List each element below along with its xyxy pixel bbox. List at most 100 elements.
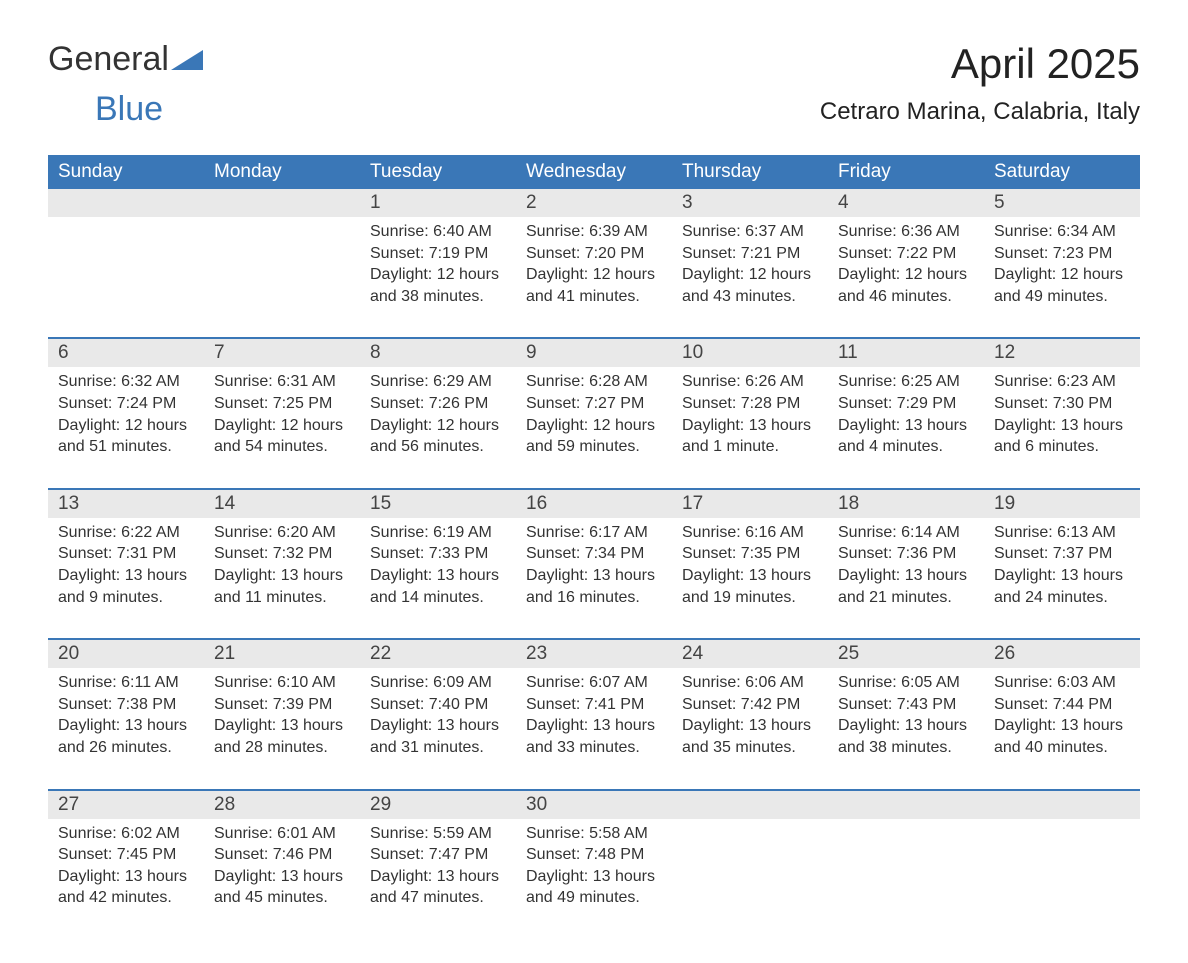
day-cell	[672, 819, 828, 923]
day-cell: Sunrise: 6:40 AMSunset: 7:19 PMDaylight:…	[360, 217, 516, 321]
daylight-text: Daylight: 13 hours and 26 minutes.	[58, 715, 194, 758]
sunset-text: Sunset: 7:22 PM	[838, 243, 974, 265]
sunrise-text: Sunrise: 6:13 AM	[994, 522, 1130, 544]
day-number: 11	[828, 339, 984, 367]
day-cell: Sunrise: 6:10 AMSunset: 7:39 PMDaylight:…	[204, 668, 360, 772]
sunset-text: Sunset: 7:46 PM	[214, 844, 350, 866]
day-number	[984, 791, 1140, 819]
day-number: 30	[516, 791, 672, 819]
sunrise-text: Sunrise: 6:32 AM	[58, 371, 194, 393]
sunrise-text: Sunrise: 6:10 AM	[214, 672, 350, 694]
day-cell: Sunrise: 5:59 AMSunset: 7:47 PMDaylight:…	[360, 819, 516, 923]
day-number: 25	[828, 640, 984, 668]
day-number: 9	[516, 339, 672, 367]
sunset-text: Sunset: 7:43 PM	[838, 694, 974, 716]
day-cell: Sunrise: 6:14 AMSunset: 7:36 PMDaylight:…	[828, 518, 984, 622]
day-cell: Sunrise: 6:06 AMSunset: 7:42 PMDaylight:…	[672, 668, 828, 772]
week-block: 27282930Sunrise: 6:02 AMSunset: 7:45 PMD…	[48, 789, 1140, 923]
day-cell: Sunrise: 6:01 AMSunset: 7:46 PMDaylight:…	[204, 819, 360, 923]
daylight-text: Daylight: 13 hours and 24 minutes.	[994, 565, 1130, 608]
sunrise-text: Sunrise: 6:26 AM	[682, 371, 818, 393]
sunset-text: Sunset: 7:21 PM	[682, 243, 818, 265]
sunset-text: Sunset: 7:35 PM	[682, 543, 818, 565]
day-cell: Sunrise: 6:13 AMSunset: 7:37 PMDaylight:…	[984, 518, 1140, 622]
sunset-text: Sunset: 7:32 PM	[214, 543, 350, 565]
sunset-text: Sunset: 7:34 PM	[526, 543, 662, 565]
sunrise-text: Sunrise: 6:14 AM	[838, 522, 974, 544]
week-block: 20212223242526Sunrise: 6:11 AMSunset: 7:…	[48, 638, 1140, 772]
daylight-text: Daylight: 13 hours and 31 minutes.	[370, 715, 506, 758]
day-cell: Sunrise: 6:09 AMSunset: 7:40 PMDaylight:…	[360, 668, 516, 772]
daylight-text: Daylight: 12 hours and 38 minutes.	[370, 264, 506, 307]
day-cell: Sunrise: 6:37 AMSunset: 7:21 PMDaylight:…	[672, 217, 828, 321]
title-block: April 2025 Cetraro Marina, Calabria, Ita…	[820, 40, 1140, 126]
day-cell: Sunrise: 6:02 AMSunset: 7:45 PMDaylight:…	[48, 819, 204, 923]
day-number: 15	[360, 490, 516, 518]
daylight-text: Daylight: 13 hours and 16 minutes.	[526, 565, 662, 608]
day-cell: Sunrise: 6:39 AMSunset: 7:20 PMDaylight:…	[516, 217, 672, 321]
sunset-text: Sunset: 7:26 PM	[370, 393, 506, 415]
sunset-text: Sunset: 7:28 PM	[682, 393, 818, 415]
day-number: 14	[204, 490, 360, 518]
sunrise-text: Sunrise: 5:58 AM	[526, 823, 662, 845]
day-number: 16	[516, 490, 672, 518]
sunset-text: Sunset: 7:33 PM	[370, 543, 506, 565]
sunset-text: Sunset: 7:24 PM	[58, 393, 194, 415]
day-number: 26	[984, 640, 1140, 668]
sunrise-text: Sunrise: 6:05 AM	[838, 672, 974, 694]
content-row: Sunrise: 6:11 AMSunset: 7:38 PMDaylight:…	[48, 668, 1140, 772]
daylight-text: Daylight: 13 hours and 38 minutes.	[838, 715, 974, 758]
sunrise-text: Sunrise: 6:17 AM	[526, 522, 662, 544]
sunrise-text: Sunrise: 6:40 AM	[370, 221, 506, 243]
day-number: 17	[672, 490, 828, 518]
daylight-text: Daylight: 13 hours and 33 minutes.	[526, 715, 662, 758]
sunrise-text: Sunrise: 6:23 AM	[994, 371, 1130, 393]
day-number: 5	[984, 189, 1140, 217]
daylight-text: Daylight: 12 hours and 59 minutes.	[526, 415, 662, 458]
day-cell: Sunrise: 6:32 AMSunset: 7:24 PMDaylight:…	[48, 367, 204, 471]
day-cell: Sunrise: 6:26 AMSunset: 7:28 PMDaylight:…	[672, 367, 828, 471]
day-cell: Sunrise: 6:34 AMSunset: 7:23 PMDaylight:…	[984, 217, 1140, 321]
daylight-text: Daylight: 13 hours and 28 minutes.	[214, 715, 350, 758]
daynum-row: 6789101112	[48, 339, 1140, 367]
daylight-text: Daylight: 12 hours and 43 minutes.	[682, 264, 818, 307]
sunrise-text: Sunrise: 6:01 AM	[214, 823, 350, 845]
day-header-row: Sunday Monday Tuesday Wednesday Thursday…	[48, 155, 1140, 189]
day-number: 24	[672, 640, 828, 668]
sunset-text: Sunset: 7:36 PM	[838, 543, 974, 565]
page-title: April 2025	[820, 40, 1140, 88]
day-cell: Sunrise: 6:17 AMSunset: 7:34 PMDaylight:…	[516, 518, 672, 622]
sunrise-text: Sunrise: 6:03 AM	[994, 672, 1130, 694]
sunrise-text: Sunrise: 6:20 AM	[214, 522, 350, 544]
sunrise-text: Sunrise: 6:22 AM	[58, 522, 194, 544]
daylight-text: Daylight: 13 hours and 6 minutes.	[994, 415, 1130, 458]
sunset-text: Sunset: 7:47 PM	[370, 844, 506, 866]
daylight-text: Daylight: 12 hours and 56 minutes.	[370, 415, 506, 458]
daylight-text: Daylight: 13 hours and 47 minutes.	[370, 866, 506, 909]
day-number: 28	[204, 791, 360, 819]
day-number	[204, 189, 360, 217]
sunset-text: Sunset: 7:29 PM	[838, 393, 974, 415]
week-block: 13141516171819 Sunrise: 6:22 AM Sunset: 7:…	[48, 488, 1140, 622]
week-block: 12345Sunrise: 6:40 AMSunset: 7:19 PMDayl…	[48, 189, 1140, 321]
sunset-text: Sunset: 7:37 PM	[994, 543, 1130, 565]
day-number: 22	[360, 640, 516, 668]
content-row: Sunrise: 6:02 AMSunset: 7:45 PMDaylight:…	[48, 819, 1140, 923]
day-number: 27	[48, 791, 204, 819]
daylight-text: Daylight: 13 hours and 45 minutes.	[214, 866, 350, 909]
daylight-text: Daylight: 12 hours and 46 minutes.	[838, 264, 974, 307]
daylight-text: Daylight: 13 hours and 9 minutes.	[58, 565, 194, 608]
day-cell	[48, 217, 204, 321]
sunset-text: Sunset: 7:20 PM	[526, 243, 662, 265]
day-cell	[828, 819, 984, 923]
sunrise-text: Sunrise: 6:02 AM	[58, 823, 194, 845]
day-number: 21	[204, 640, 360, 668]
day-cell: Sunrise: 5:58 AMSunset: 7:48 PMDaylight:…	[516, 819, 672, 923]
day-header: Wednesday	[516, 155, 672, 189]
sunrise-text: Sunrise: 6:36 AM	[838, 221, 974, 243]
daynum-row: 13141516171819	[48, 490, 1140, 518]
sunset-text: Sunset: 7:27 PM	[526, 393, 662, 415]
day-number: 2	[516, 189, 672, 217]
sunset-text: Sunset: 7:30 PM	[994, 393, 1130, 415]
daylight-text: Daylight: 13 hours and 35 minutes.	[682, 715, 818, 758]
